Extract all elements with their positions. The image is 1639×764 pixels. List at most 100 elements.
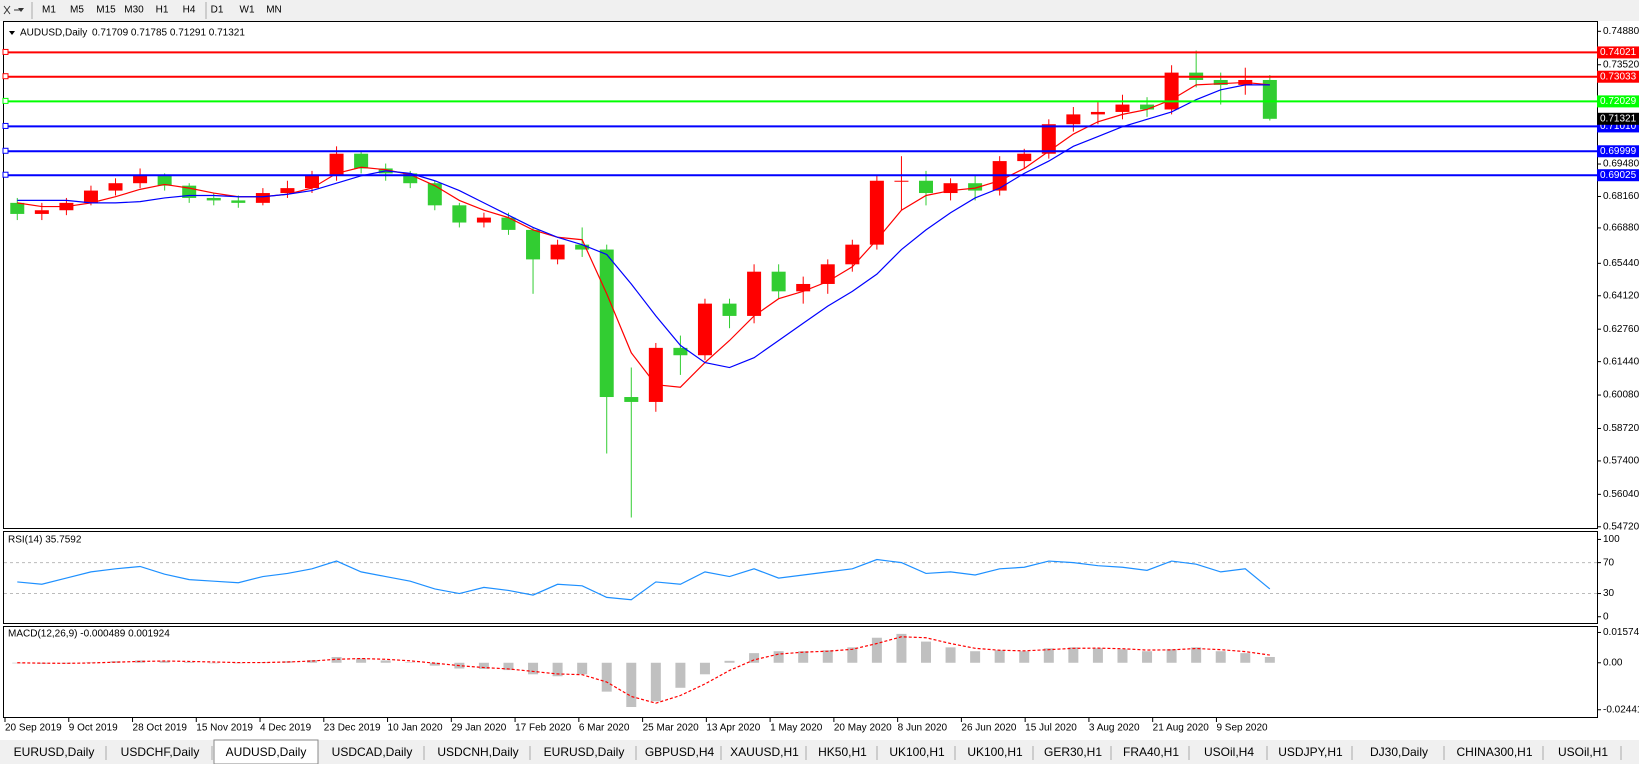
macd-bar: [1240, 653, 1251, 663]
x-tick-label: 9 Oct 2019: [69, 723, 118, 734]
tab[interactable]: [1191, 742, 1267, 763]
tab[interactable]: [723, 742, 806, 763]
macd-bar: [110, 661, 121, 663]
tab-label[interactable]: EURUSD,Daily: [14, 745, 95, 759]
timeframe-button[interactable]: M30: [124, 5, 144, 16]
y-tick-label: 0.69480: [1603, 159, 1639, 170]
candle-body: [575, 244, 590, 250]
tab-label[interactable]: XAUUSD,H1: [730, 745, 799, 759]
tab[interactable]: [213, 739, 319, 764]
timeframe-button[interactable]: W1: [240, 5, 255, 16]
tab[interactable]: [320, 742, 424, 763]
tab[interactable]: [1269, 742, 1352, 763]
candle-body: [943, 183, 958, 194]
signal-line: [17, 636, 1270, 704]
candle-body: [206, 197, 221, 201]
y-tick-label: 0.60080: [1603, 390, 1639, 401]
tab-label[interactable]: UK100,H1: [889, 745, 945, 759]
tab-label[interactable]: USOil,H4: [1204, 745, 1254, 759]
macd-bar: [847, 647, 858, 663]
macd-bar: [429, 662, 440, 666]
tab[interactable]: [1035, 742, 1111, 763]
tab-label[interactable]: EURUSD,Daily: [544, 745, 625, 759]
macd-bar: [528, 662, 539, 675]
tab[interactable]: [426, 742, 530, 763]
candle-body: [648, 347, 663, 402]
tab-label[interactable]: DJ30,Daily: [1370, 745, 1428, 759]
tab-label[interactable]: GER30,H1: [1044, 745, 1102, 759]
tab[interactable]: [1113, 742, 1189, 763]
macd-bar: [1215, 651, 1226, 663]
candle-body: [1017, 153, 1032, 162]
tab-label[interactable]: GBPUSD,H4: [645, 745, 715, 759]
candle-body: [796, 283, 811, 292]
x-tick-label: 6 Mar 2020: [579, 723, 630, 734]
x-tick-label: 4 Dec 2019: [260, 723, 312, 734]
macd-bar: [945, 647, 956, 663]
tab[interactable]: [879, 742, 955, 763]
timeframe-button[interactable]: D1: [211, 5, 224, 16]
tab[interactable]: [108, 742, 212, 763]
level-label-box: [1597, 70, 1639, 83]
macd-bar: [675, 662, 686, 688]
candle-body: [476, 217, 491, 223]
toolbar-icon[interactable]: [3, 5, 20, 15]
tab-label[interactable]: USDCHF,Daily: [121, 745, 200, 759]
tab-label[interactable]: USDCAD,Daily: [332, 745, 413, 759]
x-tick-label: 28 Oct 2019: [133, 723, 188, 734]
x-tick-label: 3 Aug 2020: [1089, 723, 1140, 734]
tab-label[interactable]: UK100,H1: [967, 745, 1023, 759]
candle-body: [599, 249, 614, 398]
candle-body: [354, 153, 369, 169]
tab-label[interactable]: AUDUSD,Daily: [226, 745, 307, 759]
header-arrow[interactable]: [9, 31, 15, 35]
macd-bar: [749, 653, 760, 663]
candle-body: [1213, 79, 1228, 85]
x-tick-label: 26 Jun 2020: [961, 723, 1016, 734]
candle-body: [305, 175, 319, 189]
candle-body: [1262, 79, 1277, 119]
candle-body: [133, 175, 148, 184]
tab-label[interactable]: FRA40,H1: [1123, 745, 1179, 759]
macd-title: MACD(12,26,9) -0.000489 0.001924: [8, 629, 170, 640]
candle-body: [1140, 104, 1155, 110]
candle-body: [1041, 124, 1056, 154]
tab-label[interactable]: USDJPY,H1: [1278, 745, 1343, 759]
macd-bar: [921, 641, 931, 663]
tab[interactable]: [808, 742, 877, 763]
macd-bar: [1092, 648, 1103, 663]
tab-label[interactable]: CHINA300,H1: [1456, 745, 1532, 759]
tab-label[interactable]: HK50,H1: [818, 745, 867, 759]
level-label: 0.72029: [1600, 96, 1637, 107]
timeframe-button[interactable]: MN: [266, 5, 282, 16]
tab-label[interactable]: USOil,H1: [1558, 745, 1608, 759]
last-price-box: [1597, 112, 1639, 125]
tab[interactable]: [532, 742, 636, 763]
timeframe-button[interactable]: M1: [42, 5, 56, 16]
timeframe-button[interactable]: H4: [183, 5, 196, 16]
level-anchor: [2, 73, 9, 80]
tab[interactable]: [1545, 742, 1621, 763]
tab[interactable]: [638, 742, 721, 763]
y-tick-label: 0.015741: [1603, 627, 1639, 638]
last-price-label: 0.71321: [1600, 113, 1637, 124]
timeframe-button[interactable]: M15: [96, 5, 116, 16]
tab[interactable]: [1354, 742, 1444, 763]
tab[interactable]: [2, 742, 106, 763]
timeframe-button[interactable]: H1: [156, 5, 169, 16]
x-tick-label: 15 Jul 2020: [1025, 723, 1077, 734]
candle-body: [452, 205, 467, 223]
tab[interactable]: [1446, 742, 1543, 763]
candle-body: [845, 244, 860, 265]
level-label: 0.71010: [1600, 121, 1637, 132]
x-tick-label: 9 Sep 2020: [1216, 723, 1268, 734]
macd-bar: [85, 662, 96, 663]
timeframe-button[interactable]: M5: [70, 5, 84, 16]
toolbar-dropdown[interactable]: [18, 8, 24, 12]
rsi-panel: [3, 531, 1598, 624]
y-tick-label: 0.00: [1603, 657, 1623, 668]
y-tick-label: 0.65440: [1603, 258, 1639, 269]
tab[interactable]: [957, 742, 1033, 763]
tab-label[interactable]: USDCNH,Daily: [437, 745, 518, 759]
